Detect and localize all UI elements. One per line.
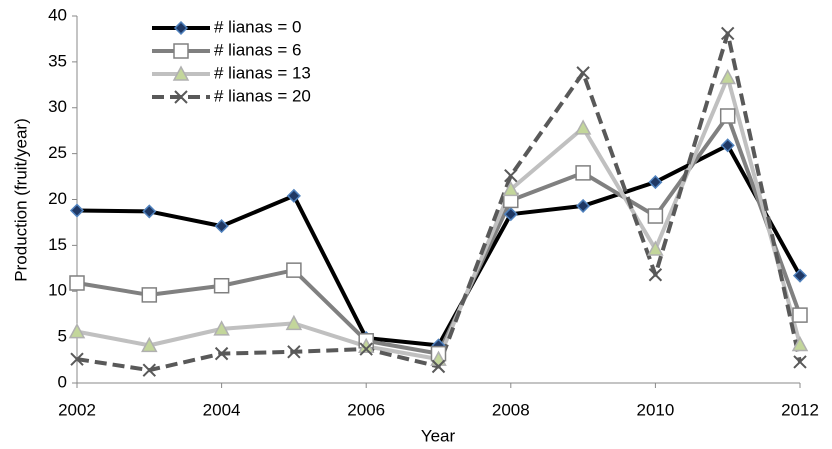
marker	[213, 320, 230, 336]
marker	[213, 277, 230, 294]
marker	[142, 204, 157, 219]
series-line	[76, 143, 802, 348]
marker	[69, 275, 85, 291]
marker	[286, 262, 302, 278]
marker	[214, 346, 229, 361]
marker	[793, 355, 807, 369]
marker	[173, 43, 189, 59]
marker	[69, 203, 85, 218]
marker	[720, 26, 735, 41]
marker	[719, 108, 736, 124]
marker	[173, 20, 189, 36]
marker	[431, 359, 446, 374]
legend-label: # lianas = 20	[214, 86, 311, 105]
legend-label: # lianas = 6	[214, 40, 301, 59]
y-tick-label: 10	[48, 281, 67, 300]
x-tick-label: 2012	[781, 400, 819, 419]
marker	[574, 119, 592, 135]
series-line	[76, 114, 802, 356]
marker	[141, 287, 158, 303]
marker	[719, 68, 736, 85]
marker	[287, 345, 301, 359]
marker	[792, 268, 808, 283]
marker	[575, 165, 591, 181]
y-tick-label: 30	[48, 97, 67, 116]
marker	[503, 207, 518, 222]
y-tick-label: 0	[58, 372, 67, 391]
marker	[172, 65, 190, 81]
marker	[791, 335, 809, 352]
x-tick-label: 2002	[58, 400, 96, 419]
marker	[576, 66, 590, 80]
marker	[359, 342, 373, 356]
marker	[174, 90, 188, 104]
x-axis-title: Year	[421, 426, 456, 445]
y-axis-title: Production (fruit/year)	[11, 118, 30, 281]
marker	[141, 336, 158, 353]
marker	[286, 188, 301, 203]
marker	[648, 175, 663, 190]
y-tick-label: 20	[48, 189, 67, 208]
marker	[647, 240, 664, 256]
x-tick-label: 2008	[492, 400, 530, 419]
marker	[502, 180, 520, 197]
marker	[504, 168, 518, 183]
marker	[648, 268, 663, 282]
y-tick-label: 35	[48, 51, 67, 70]
marker	[792, 307, 808, 323]
y-tick-label: 40	[48, 5, 67, 24]
marker	[142, 363, 157, 377]
marker	[576, 198, 591, 213]
marker	[285, 314, 303, 331]
legend-label: # lianas = 13	[214, 63, 311, 82]
x-tick-label: 2010	[636, 400, 674, 419]
y-tick-label: 25	[48, 143, 67, 162]
marker	[214, 219, 229, 234]
legend-label: # lianas = 0	[214, 17, 301, 36]
x-tick-label: 2006	[347, 400, 385, 419]
marker	[68, 323, 86, 339]
y-tick-label: 5	[58, 327, 67, 346]
series-line	[76, 31, 802, 373]
x-tick-label: 2004	[203, 400, 241, 419]
marker	[70, 352, 84, 366]
marker	[720, 138, 735, 153]
marker	[647, 208, 664, 224]
y-tick-label: 15	[48, 235, 67, 254]
